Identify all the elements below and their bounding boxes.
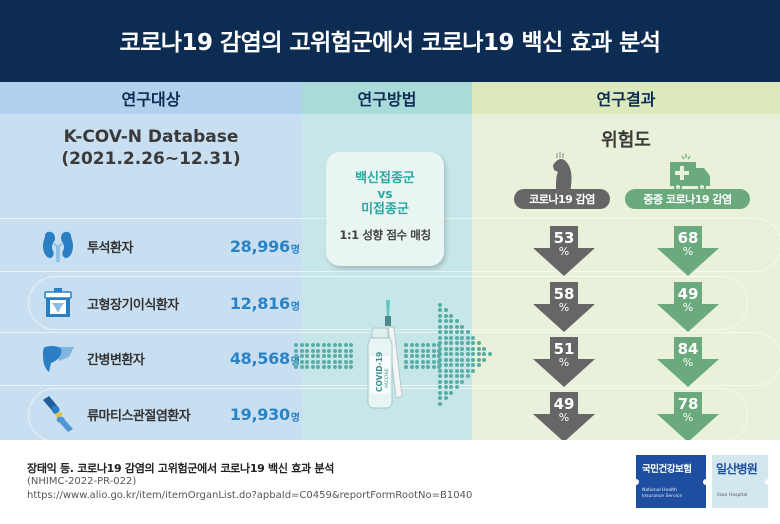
ilsan-logo-english: Ilsan Hospital [717,493,748,498]
ilsan-hospital-logo: 일산병원 Ilsan Hospital [712,455,771,508]
results-header: 연구결과 [472,82,780,114]
kidney-icon [40,228,75,264]
percent-symbol: % [558,245,570,258]
infection-category-pill: 코로나19 감염 [514,189,610,209]
infection-risk-arrow: 53 % [531,226,597,276]
risk-title: 위험도 [601,130,651,151]
method-card: 백신접종군 vs 미접종군 1:1 성향 점수 매칭 [326,152,444,266]
sick-person-icon [548,152,578,196]
nhis-logo-english-line2: Insurance Service [642,494,683,499]
severe-risk-value: 84 [677,340,699,358]
unvaccinated-group: 미접종군 [361,202,409,217]
percent-symbol: % [558,301,570,314]
patient-label: 투석환자 [87,240,133,256]
severe-risk-arrow: 68 % [655,226,721,276]
patient-unit: 명 [290,302,300,313]
subjects-column: 연구대상 K-COV-N Database (2021.2.26~12.31) [0,82,302,440]
infection-risk-value: 53 [553,229,575,247]
logo-notch [765,479,771,485]
percent-symbol: % [682,411,694,424]
database-period: (2021.2.26~12.31) [61,149,241,169]
infection-risk-value: 49 [553,395,575,413]
citation-url[interactable]: https://www.alio.go.kr/item/itemOrganLis… [27,490,473,501]
infection-risk-value: 58 [553,285,575,303]
severe-risk-arrow: 78 % [655,392,721,442]
ambulance-icon [668,154,712,194]
organ-transplant-box-icon [40,285,75,321]
matching-method: 1:1 성향 점수 매칭 [339,228,431,242]
nhis-logo: 국민건강보험 National Health Insurance Service [633,455,709,508]
severe-infection-category-pill: 중증 코로나19 감염 [625,189,750,209]
infection-risk-value: 51 [553,340,575,358]
infection-risk-arrow: 58 % [531,282,597,332]
title-bar: 코로나19 감염의 고위험군에서 코로나19 백신 효과 분석 [0,0,780,82]
patient-count: 28,996 [229,236,290,256]
method-header: 연구방법 [302,82,472,114]
patient-row-liver: 간병변환자 48,568 명 [40,338,300,378]
patient-row-dialysis: 투석환자 28,996 명 [40,226,300,266]
infection-risk-arrow: 51 % [531,337,597,387]
logo-notch [633,479,639,485]
percent-symbol: % [682,301,694,314]
patient-unit: 명 [290,413,300,424]
patient-count: 48,568 [229,348,290,368]
subjects-header: 연구대상 [0,82,302,114]
joint-icon [40,396,75,432]
vs-label: vs [377,187,393,201]
patient-count: 19,930 [229,404,290,424]
severe-risk-arrow: 84 % [655,337,721,387]
database-name: K-COV-N Database [63,127,239,147]
nhis-logo-english: National Health Insurance Service [642,488,682,500]
svg-text:VACCINE: VACCINE [384,368,390,388]
covid-19-vaccine-vial-icon: COVID-19 VACCINE [360,298,412,410]
patient-row-rheumatoid: 류마티스관절염환자 19,930 명 [40,394,300,434]
percent-symbol: % [682,245,694,258]
vaccinated-group: 백신접종군 [355,171,415,186]
database-info: K-COV-N Database (2021.2.26~12.31) [0,126,302,170]
percent-symbol: % [558,356,570,369]
patient-label: 간병변환자 [87,352,145,368]
citation-title: 장태익 등. 코로나19 감염의 고위험군에서 코로나19 백신 효과 분석 [27,462,335,475]
liver-icon [40,340,75,376]
percent-symbol: % [682,356,694,369]
nhis-logo-english-line1: National Health [642,488,677,493]
patient-count: 12,816 [229,293,290,313]
results-column: 연구결과 [472,82,780,440]
page-title: 코로나19 감염의 고위험군에서 코로나19 백신 효과 분석 [119,30,661,56]
patient-row-transplant: 고형장기이식환자 12,816 명 [40,283,300,323]
citation-code: (NHIMC-2022-PR-022) [27,476,137,487]
severe-risk-arrow: 49 % [655,282,721,332]
severe-risk-value: 68 [677,229,699,247]
svg-text:COVID-19: COVID-19 [375,352,384,392]
severe-risk-value: 78 [677,395,699,413]
ilsan-logo-korean: 일산병원 [716,462,758,476]
infection-risk-arrow: 49 % [531,392,597,442]
percent-symbol: % [558,411,570,424]
logo-notch [703,479,709,485]
patient-label: 고형장기이식환자 [87,297,179,313]
severe-risk-value: 49 [677,285,699,303]
patient-unit: 명 [290,245,300,256]
nhis-logo-korean: 국민건강보험 [642,464,692,475]
patient-label: 류마티스관절염환자 [87,408,191,424]
